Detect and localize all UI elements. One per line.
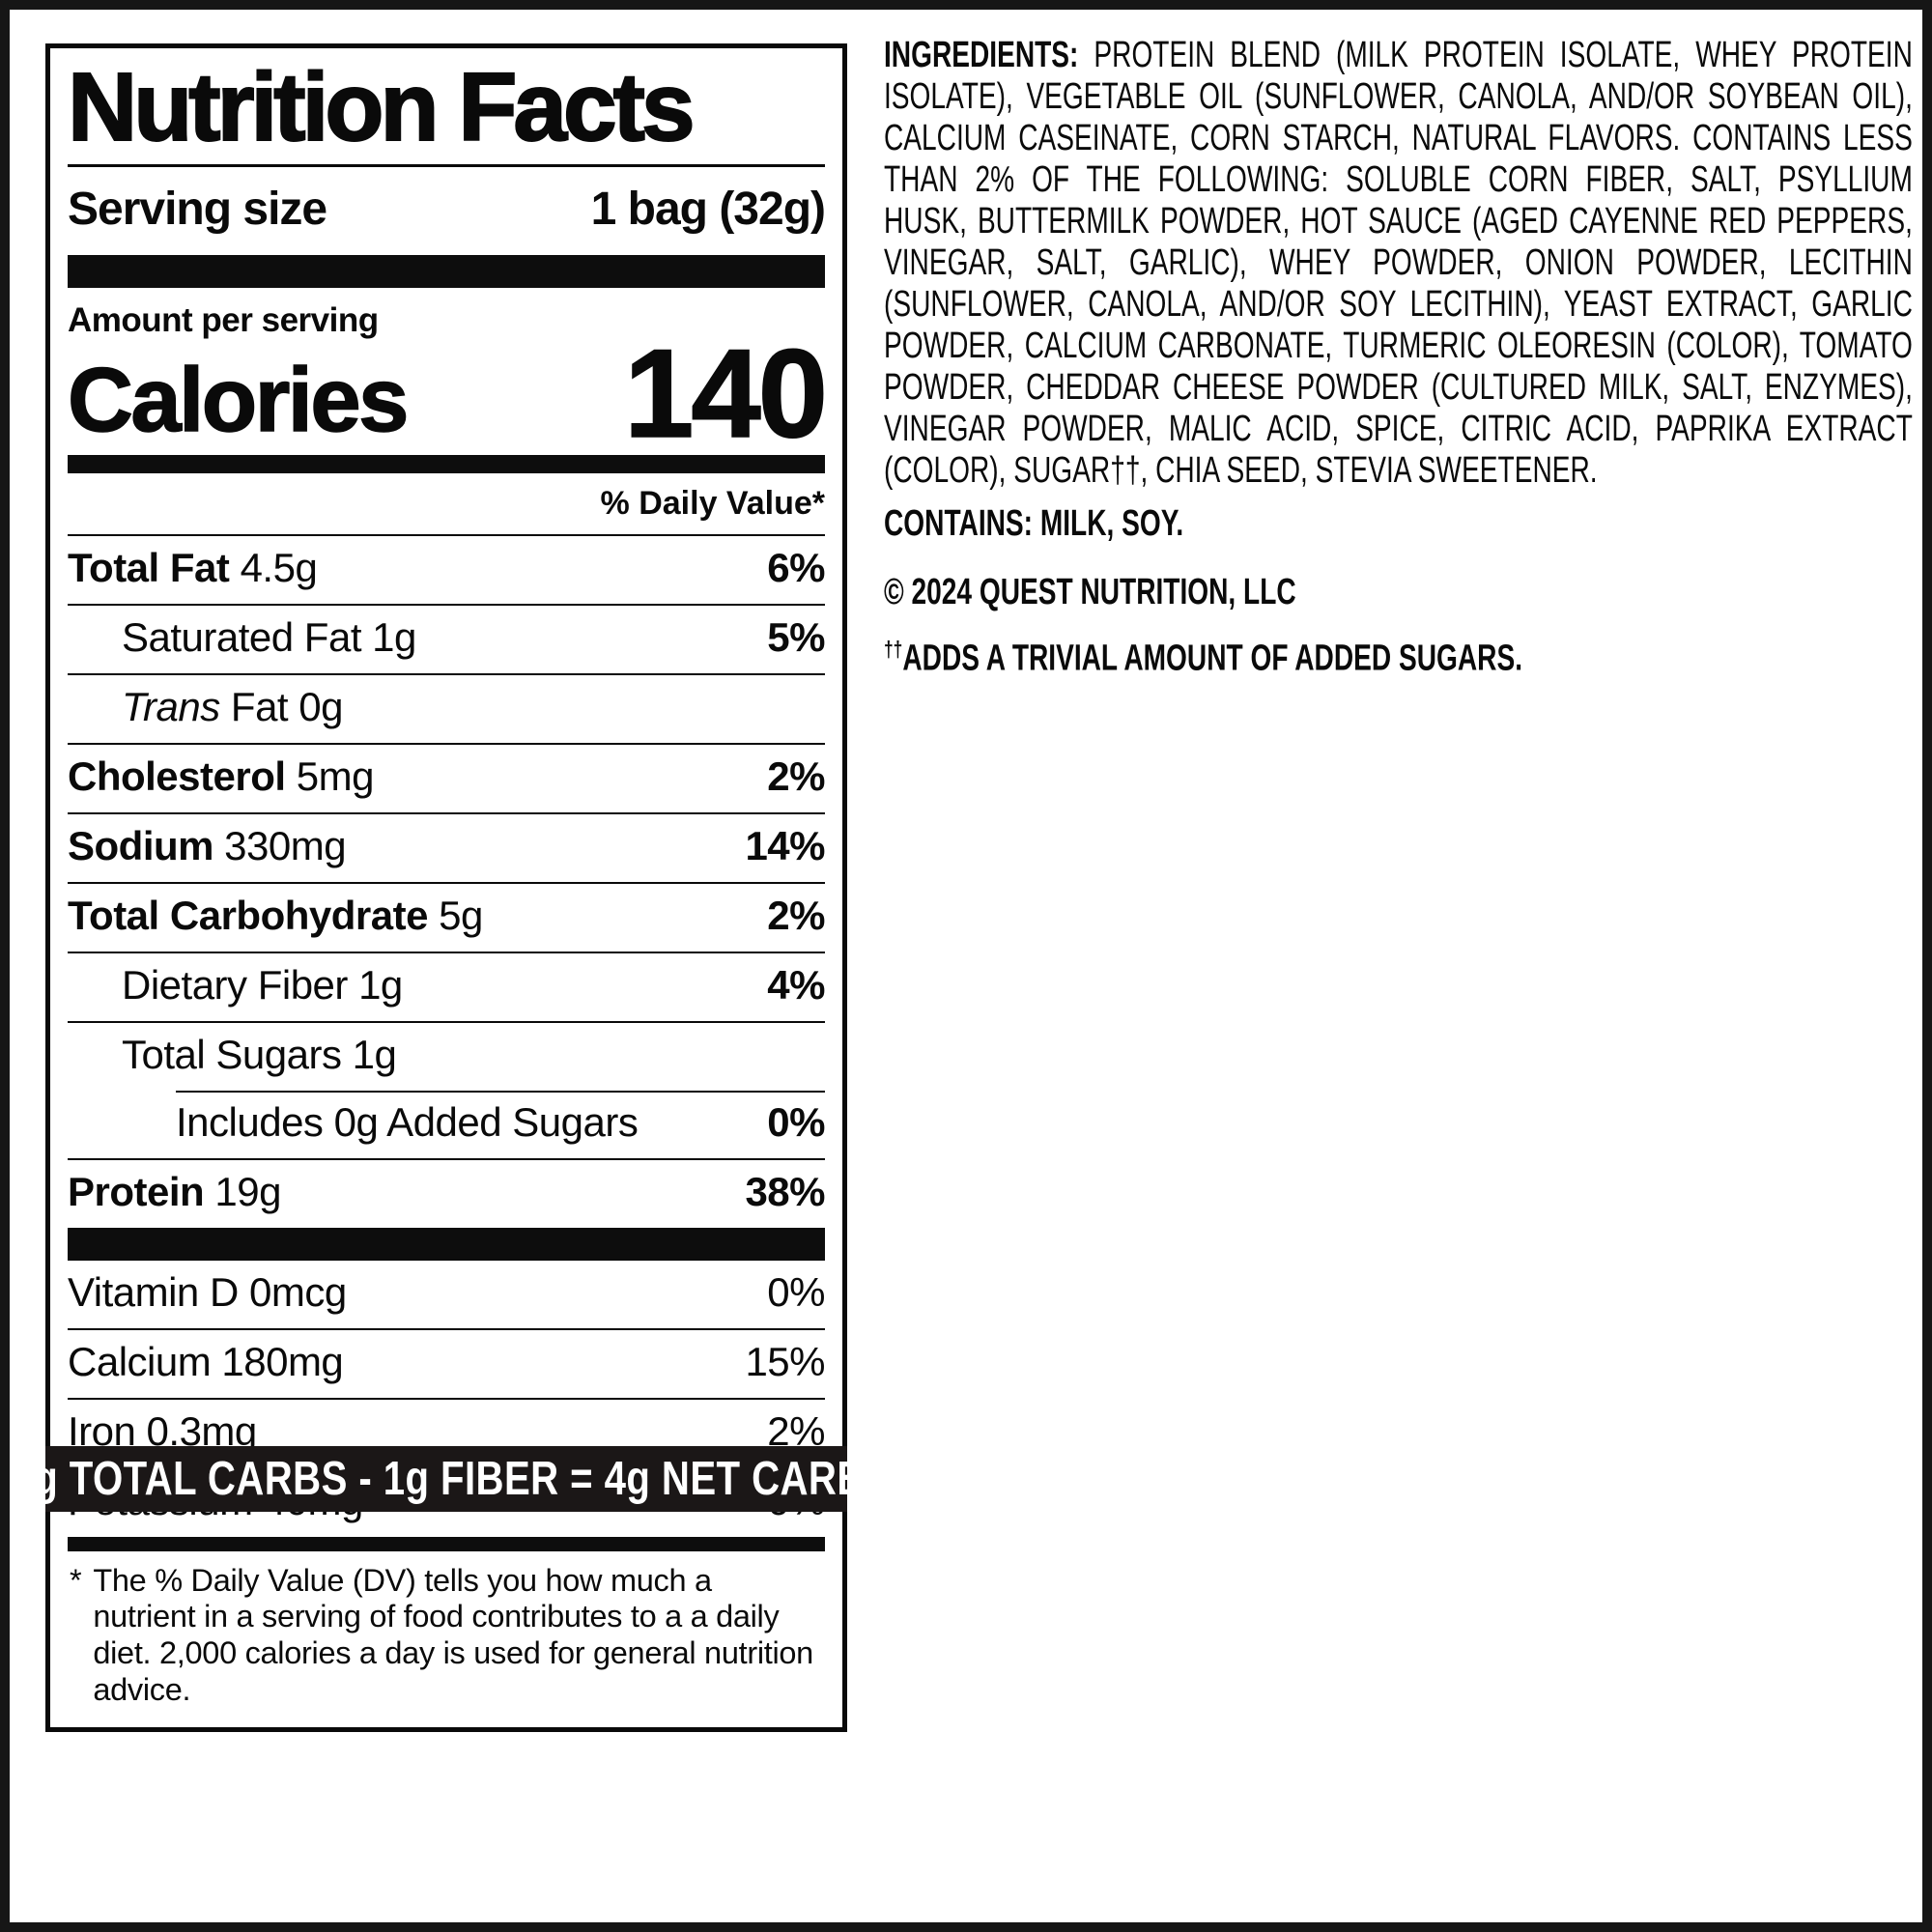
nutrient-amount: 0.3mg <box>146 1407 258 1454</box>
micronutrient-row-iron: Iron 0.3mg 2% <box>68 1397 825 1467</box>
net-carbs-asterisk: * <box>0 1451 12 1487</box>
nutrient-dv: 14% <box>745 822 825 868</box>
nutrition-facts-title: Nutrition Facts <box>67 53 696 161</box>
nutrient-dv: 5% <box>767 613 825 660</box>
added-sugars-note: ††ADDS A TRIVIAL AMOUNT OF ADDED SUGARS. <box>884 629 1913 680</box>
nutrient-name: Dietary Fiber <box>122 961 348 1008</box>
net-carbs-equation: 5g TOTAL CARBS - 1g FIBER = 4g NET CARBS <box>12 1453 893 1505</box>
serving-size-label: Serving size <box>68 184 327 235</box>
nutrient-amount: 1g <box>358 961 403 1008</box>
nutrient-amount: 180mg <box>221 1338 344 1384</box>
nutrient-dv: 2% <box>767 1407 825 1454</box>
nutrient-name: Vitamin D <box>68 1268 239 1315</box>
separator-bar-thick <box>68 255 825 288</box>
nutrient-name: Protein <box>68 1168 205 1214</box>
nutrient-dv: 2% <box>767 753 825 799</box>
nutrient-row-saturated-fat: Saturated Fat 1g 5% <box>68 603 825 673</box>
footnote-asterisk: * <box>70 1562 82 1598</box>
nutrient-amount: 19g <box>214 1168 281 1214</box>
nutrient-name: Total Sugars <box>122 1031 342 1077</box>
serving-size-row: Serving size 1 bag (32g) <box>68 167 826 255</box>
nutrient-amount: 0mcg <box>248 1268 347 1315</box>
daily-value-header: % Daily Value* <box>600 484 825 522</box>
nutrient-amount: 330mg <box>224 822 347 868</box>
footnote-text: The % Daily Value (DV) tells you how muc… <box>93 1562 813 1707</box>
nutrient-row-total-sugars: Total Sugars 1g <box>68 1020 825 1091</box>
calories-value: 140 <box>623 323 828 464</box>
separator-bar-thick <box>68 1227 825 1261</box>
ingredients-panel: INGREDIENTS: PROTEIN BLEND (MILK PROTEIN… <box>884 35 1913 680</box>
nutrient-name: Sodium <box>68 822 214 868</box>
nutrient-row-added-sugars: Includes 0g Added Sugars 0% <box>68 1090 825 1158</box>
ingredients-label: INGREDIENTS: <box>884 35 1079 75</box>
serving-size-value: 1 bag (32g) <box>590 184 826 235</box>
nutrient-row-sodium: Sodium 330mg 14% <box>68 811 825 882</box>
nutrient-dv: 2% <box>767 892 825 938</box>
nutrient-dv: 0% <box>767 1268 825 1315</box>
nutrient-row-cholesterol: Cholesterol 5mg 2% <box>68 742 825 812</box>
separator-bar-thin <box>68 1536 825 1551</box>
contains-statement: CONTAINS: MILK, SOY. <box>884 503 1184 544</box>
nutrient-amount: 1g <box>352 1031 397 1077</box>
nutrient-name: Calcium <box>68 1338 212 1384</box>
ingredients-condensed-block: INGREDIENTS: PROTEIN BLEND (MILK PROTEIN… <box>884 35 1913 680</box>
nutrient-amount: 1g <box>372 613 416 660</box>
nutrient-amount: 5g <box>439 892 483 938</box>
nutrient-amount: 0g <box>298 683 343 729</box>
nutrient-name: Cholesterol <box>68 753 286 799</box>
micronutrient-row-calcium: Calcium 180mg 15% <box>68 1327 825 1398</box>
micronutrient-row-vitamin-d: Vitamin D 0mcg 0% <box>68 1261 825 1328</box>
nutrient-name: Includes 0g Added Sugars <box>176 1098 639 1145</box>
dagger-text: ADDS A TRIVIAL AMOUNT OF ADDED SUGARS. <box>902 638 1523 679</box>
title-separator-rule <box>68 164 825 167</box>
ingredients-paragraph: INGREDIENTS: PROTEIN BLEND (MILK PROTEIN… <box>884 35 1913 492</box>
calories-row: Calories 140 <box>67 323 828 464</box>
nutrient-name: Total Fat <box>68 544 230 590</box>
dagger-symbol: †† <box>884 637 903 662</box>
nutrient-row-total-carbohydrate: Total Carbohydrate 5g 2% <box>68 881 825 952</box>
nutrient-dv: 15% <box>745 1338 825 1384</box>
nutrient-amount: 4.5g <box>240 544 318 590</box>
nutrient-name: Iron <box>68 1407 136 1454</box>
amount-per-serving-label: Amount per serving <box>68 301 379 339</box>
nutrient-row-dietary-fiber: Dietary Fiber 1g 4% <box>68 951 825 1021</box>
net-carbs-text: *5g TOTAL CARBS - 1g FIBER = 4g NET CARB… <box>0 1451 893 1506</box>
nutrient-dv: 38% <box>745 1168 825 1214</box>
nutrient-row-trans-fat: Trans Fat 0g <box>68 672 825 743</box>
copyright-line: © 2024 QUEST NUTRITION, LLC <box>884 572 1296 612</box>
nutrient-dv: 4% <box>767 961 825 1008</box>
ingredients-body: PROTEIN BLEND (MILK PROTEIN ISOLATE, WHE… <box>884 35 1913 491</box>
calories-label: Calories <box>67 348 410 450</box>
separator-bar-medium <box>68 454 825 473</box>
nutrient-name-italic: Trans <box>122 683 220 729</box>
daily-value-footnote: * The % Daily Value (DV) tells you how m… <box>68 1551 825 1715</box>
nutrient-dv: 6% <box>767 544 825 590</box>
nutrient-row-protein: Protein 19g 38% <box>68 1157 825 1228</box>
nutrient-name: Saturated Fat <box>122 613 361 660</box>
nutrient-amount: 5mg <box>296 753 375 799</box>
nutrient-name: Total Carbohydrate <box>68 892 428 938</box>
nutrient-dv: 0% <box>767 1098 825 1145</box>
net-carbs-banner: *5g TOTAL CARBS - 1g FIBER = 4g NET CARB… <box>1 1446 892 1512</box>
nutrient-name: Fat <box>230 683 289 729</box>
nutrient-row-total-fat: Total Fat 4.5g 6% <box>68 533 825 604</box>
